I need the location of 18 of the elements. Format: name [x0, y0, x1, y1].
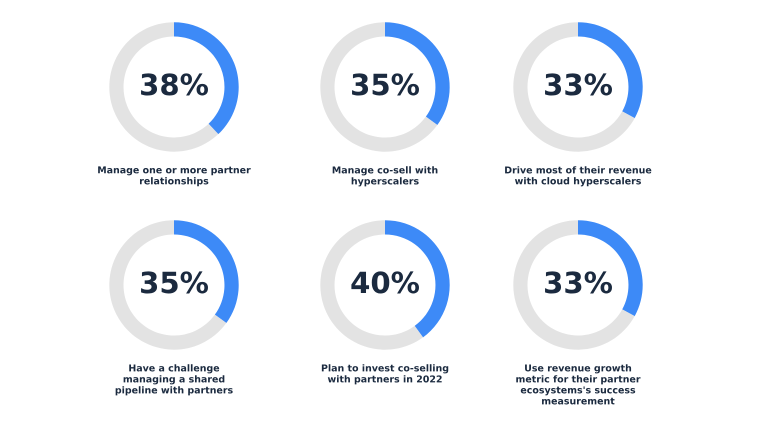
text: Have a challenge managing a shared pipeline with partners	[116, 364, 233, 396]
data-label: 33%	[545, 73, 612, 96]
text: Manage co-sell with hyperscalers	[332, 166, 438, 186]
data-label: 33%	[545, 271, 612, 294]
donut-slice	[513, 22, 635, 152]
text: Plan to invest co-selling with partners in 2022	[322, 364, 448, 384]
data-label: 35%	[352, 73, 419, 96]
text: Drive most of their revenue with cloud hyperscalers	[505, 166, 652, 186]
text: Use revenue growth metric for their partner ecosystems's success measurement	[516, 364, 640, 404]
data-label: 35%	[141, 271, 208, 294]
donut-slice	[320, 220, 424, 350]
donut-slice	[109, 22, 218, 152]
data-label: 40%	[351, 271, 419, 294]
donut-slice	[320, 22, 438, 152]
text: Manage one or more partner relationships	[98, 166, 251, 186]
data-label: 38%	[141, 73, 208, 96]
donut-slice	[109, 220, 226, 350]
donut-slice	[513, 220, 635, 350]
